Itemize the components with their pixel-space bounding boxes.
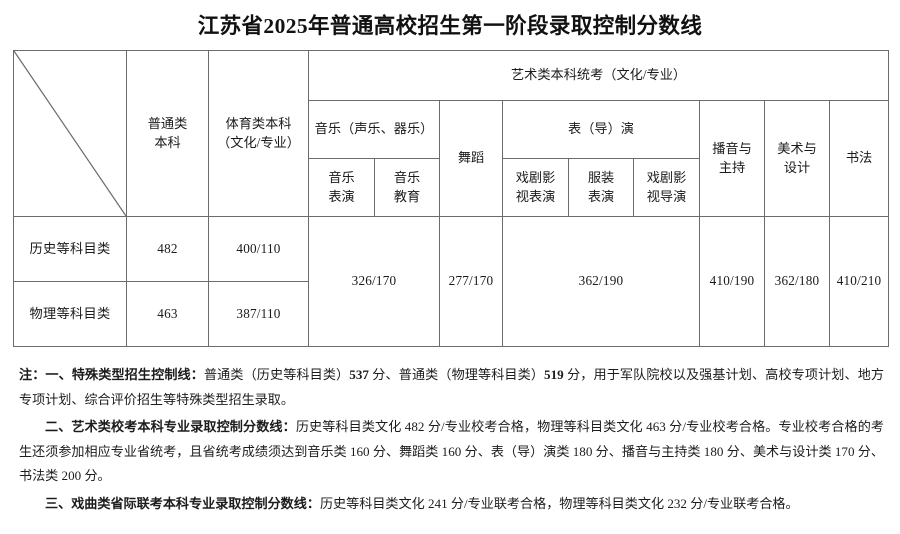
score-table-container: 普通类 本科 体育类本科 （文化/专业） 艺术类本科统考（文化/专业） 音乐（声… [13, 50, 893, 347]
header-fineart-design: 美术与 设计 [764, 100, 830, 217]
header-dance: 舞蹈 [439, 100, 503, 217]
cell-music-merged: 326/170 [308, 216, 440, 347]
header-music-edu-line1: 音乐 [393, 170, 421, 186]
header-drama-dir-line1: 戏剧影 [646, 170, 687, 186]
header-music-group: 音乐（声乐、器乐） [308, 100, 440, 159]
cell-calligraphy-merged: 410/210 [828, 216, 890, 347]
score-table: 普通类 本科 体育类本科 （文化/专业） 艺术类本科统考（文化/专业） 音乐（声… [13, 50, 890, 347]
header-broadcast-line2: 主持 [718, 159, 746, 175]
header-music-edu-line2: 教育 [393, 188, 421, 204]
cell-broadcast-merged: 410/190 [699, 216, 765, 347]
note-emphasis: 519 [544, 367, 564, 382]
header-broadcast: 播音与 主持 [699, 100, 765, 217]
table-header-row-1: 普通类 本科 体育类本科 （文化/专业） 艺术类本科统考（文化/专业） [13, 50, 890, 217]
note-emphasis: 537 [349, 367, 369, 382]
header-calligraphy: 书法 [828, 100, 890, 217]
header-pe-undergrad: 体育类本科 （文化/专业） [208, 50, 309, 217]
header-art-group: 艺术类本科统考（文化/专业） [307, 50, 890, 101]
note-text: 分，用于军队院校以及强基计划、高校专项计划、地方专项计划、综合评价招生等特殊类型… [19, 367, 885, 407]
header-acting-group: 表（导）演 [502, 100, 700, 159]
cell-fineart-merged: 362/180 [764, 216, 830, 347]
note-lead: 艺术类校考本科专业录取控制分数线： [71, 419, 296, 435]
cell-acting-merged: 362/190 [502, 216, 700, 347]
header-pe-line2: （文化/专业） [217, 134, 300, 150]
header-music-performance: 音乐 表演 [308, 158, 375, 217]
notes-prefix: 注： [19, 367, 46, 382]
cell-history-general: 482 [126, 216, 209, 282]
header-music-perform-line2: 表演 [328, 188, 355, 204]
header-music-education: 音乐 教育 [374, 158, 440, 217]
row-label-physics: 物理等科目类 [13, 281, 127, 347]
diagonal-split-icon [13, 50, 127, 217]
header-fashion-performance: 服装 表演 [568, 158, 634, 217]
note-lead: 戏曲类省际联考本科专业录取控制分数线： [71, 496, 320, 512]
note-item-2: 二、艺术类校考本科专业录取控制分数线：历史等科目类文化 482 分/专业校考合格… [19, 415, 884, 489]
cell-physics-general: 463 [126, 281, 209, 347]
note-text: 历史等科目类文化 241 分/专业联考合格，物理等科目类文化 232 分/专业联… [319, 496, 799, 512]
note-number: 二、 [45, 419, 72, 435]
notes-section: 注：一、特殊类型招生控制线：普通类（历史等科目类）537 分、普通类（物理等科目… [19, 363, 884, 517]
header-drama-act-line2: 视表演 [515, 188, 556, 204]
cell-physics-pe: 387/110 [208, 281, 309, 347]
note-text: 分、普通类（物理等科目类） [368, 367, 545, 382]
header-drama-dir-line2: 视导演 [646, 188, 687, 204]
cell-dance-merged: 277/170 [439, 216, 503, 347]
header-general-undergrad: 普通类 本科 [126, 50, 209, 217]
header-broadcast-line1: 播音与 [712, 141, 752, 157]
note-text: 历史等科目类文化 482 分/专业校考合格，物理等科目类文化 463 分/专业校… [19, 419, 885, 484]
header-fashion-line2: 表演 [587, 188, 615, 204]
header-fashion-line1: 服装 [587, 170, 615, 186]
row-label-history: 历史等科目类 [13, 216, 127, 282]
note-number: 三、 [45, 496, 72, 512]
table-row: 物理等科目类 463 387/110 [13, 281, 889, 347]
cell-history-pe: 400/110 [208, 216, 309, 282]
header-drama-film-directing: 戏剧影 视导演 [633, 158, 700, 217]
header-general-line1: 普通类 [147, 116, 188, 132]
page-title: 江苏省2025年普通高校招生第一阶段录取控制分数线 [197, 14, 703, 38]
note-item-1: 注：一、特殊类型招生控制线：普通类（历史等科目类）537 分、普通类（物理等科目… [19, 363, 884, 412]
table-header-row-2: 音乐（声乐、器乐） 舞蹈 表（导）演 播音与 主持 美术与 设计 书法 [14, 100, 890, 217]
diagonal-line-icon [14, 51, 126, 216]
note-lead: 特殊类型招生控制线： [71, 367, 204, 382]
header-fineart-line2: 设计 [783, 159, 811, 175]
header-pe-line1: 体育类本科 [225, 116, 292, 132]
table-row: 历史等科目类 482 400/110 326/170 277/170 362/1… [13, 216, 890, 347]
note-number: 一、 [45, 367, 72, 382]
note-text: 普通类（历史等科目类） [203, 367, 350, 382]
header-fineart-line1: 美术与 [777, 141, 817, 157]
note-item-3: 三、戏曲类省际联考本科专业录取控制分数线：历史等科目类文化 241 分/专业联考… [19, 492, 884, 517]
header-drama-film-acting: 戏剧影 视表演 [502, 158, 569, 217]
table-header-row-3: 音乐 表演 音乐 教育 戏剧影 视表演 服装 表演 戏剧影 视导演 [14, 158, 889, 217]
header-drama-act-line1: 戏剧影 [515, 170, 556, 186]
header-music-perform-line1: 音乐 [328, 170, 355, 186]
header-general-line2: 本科 [154, 134, 181, 150]
